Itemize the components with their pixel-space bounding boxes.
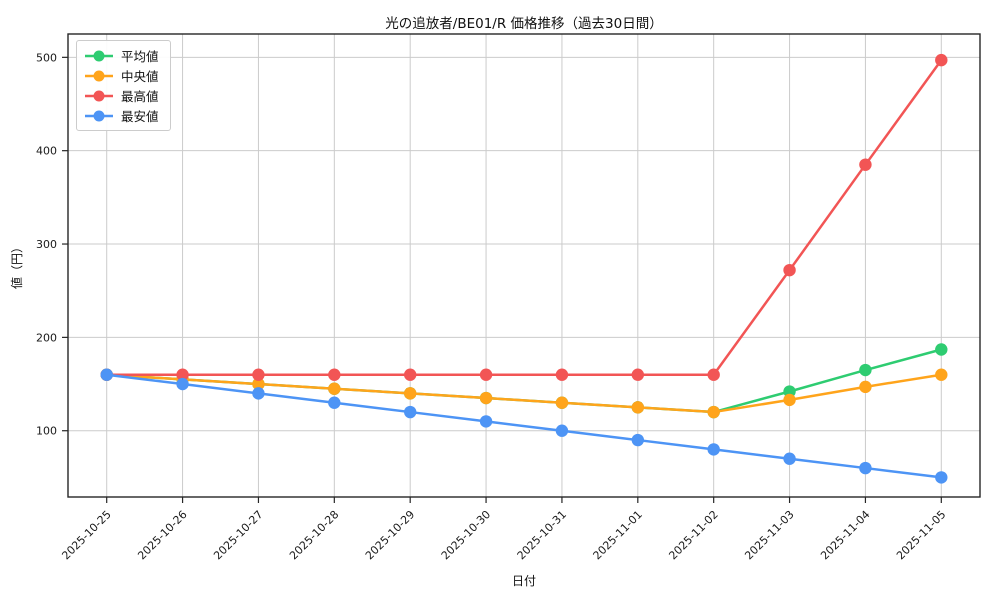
median-point [631, 401, 645, 414]
min-point [859, 461, 872, 475]
y-tick-label: 500 [36, 51, 57, 64]
y-tick-label: 100 [36, 425, 57, 438]
min-point [631, 433, 645, 447]
x-tick-label: 2025-11-02 [666, 508, 720, 562]
max-point [555, 368, 569, 381]
max-point [176, 368, 189, 381]
min-legend-marker [85, 110, 113, 121]
x-tick-label: 2025-11-01 [591, 508, 645, 562]
legend-item-average: 平均値 [84, 46, 159, 65]
median-point [328, 382, 341, 395]
min-point [555, 424, 569, 437]
median-line [106, 373, 942, 414]
min-line [106, 373, 942, 479]
x-axis-label: 日付 [511, 574, 536, 588]
average-point [935, 343, 948, 356]
median-point [555, 396, 569, 409]
x-tick-label: 2025-10-31 [515, 508, 569, 562]
x-tick-label: 2025-11-03 [742, 508, 796, 562]
max-point [935, 53, 948, 67]
min-point [328, 396, 341, 409]
legend-label-median: 中央値 [121, 69, 159, 84]
legend-item-median: 中央値 [84, 66, 159, 85]
median-point [783, 393, 796, 407]
legend-label-average: 平均値 [121, 49, 159, 64]
max-legend-marker [85, 90, 113, 101]
average-legend-marker [85, 50, 113, 61]
median-point [252, 377, 265, 391]
y-axis-label: 値（円） [10, 241, 24, 290]
legend-label-max: 最高値 [121, 89, 159, 104]
max-point [631, 368, 645, 381]
median-point [403, 387, 417, 400]
min-point [176, 377, 189, 391]
median-point [859, 380, 872, 394]
median-point [707, 405, 720, 419]
x-tick-label: 2025-11-04 [818, 508, 872, 562]
min-point [403, 405, 417, 419]
min-point [783, 452, 796, 465]
legend-label-min: 最安値 [121, 109, 159, 124]
min-point [479, 415, 493, 428]
legend-item-min: 最安値 [84, 106, 159, 125]
max-point [859, 158, 872, 171]
max-point [479, 368, 493, 381]
x-tick-label: 2025-10-25 [59, 508, 113, 562]
y-tick-label: 400 [36, 145, 57, 158]
min-point [707, 443, 720, 456]
average-point [859, 363, 872, 377]
plot-frame [67, 33, 981, 498]
median-point [935, 368, 948, 381]
average-line [106, 348, 942, 414]
x-tick-label: 2025-10-30 [439, 508, 493, 562]
max-point [783, 263, 796, 277]
median-legend-marker [85, 70, 113, 81]
max-point [403, 368, 417, 381]
min-point [100, 368, 113, 381]
x-tick-label: 2025-10-27 [211, 508, 265, 562]
max-line [106, 59, 943, 376]
x-tick-label: 2025-10-29 [363, 508, 417, 562]
median-point [479, 391, 493, 405]
x-tick-label: 2025-10-26 [135, 508, 189, 562]
x-tick-label: 2025-10-28 [287, 508, 341, 562]
max-point [328, 368, 341, 381]
y-tick-label: 200 [36, 331, 57, 344]
y-tick-label: 300 [36, 238, 57, 251]
min-point [935, 471, 948, 484]
max-point [707, 368, 720, 381]
legend-item-max: 最高値 [84, 86, 159, 105]
max-point [252, 368, 265, 381]
x-tick-label: 2025-11-05 [894, 508, 948, 562]
min-point [252, 387, 265, 400]
chart-title: 光の追放者/BE01/R 価格推移（過去30日間） [385, 16, 663, 32]
legend: 平均値中央値最高値最安値 [76, 40, 171, 131]
